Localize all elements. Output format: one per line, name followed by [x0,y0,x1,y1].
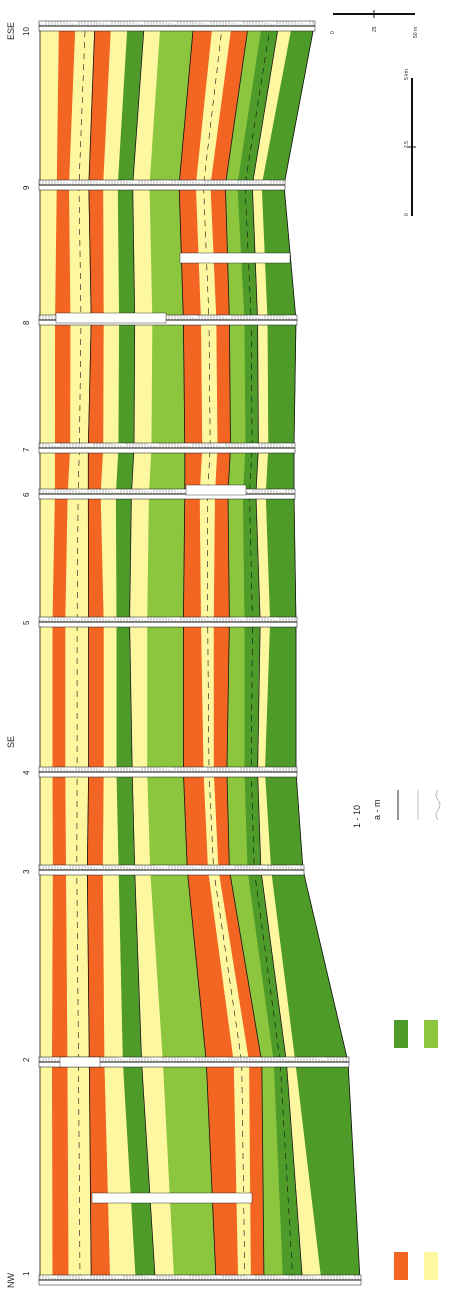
well-label: 8 [22,320,31,325]
partial-log [185,484,247,496]
well-label: 10 [22,27,31,36]
well-label: 3 [22,869,31,874]
correlation-line [251,25,303,1281]
legend-label-letters: a - m [372,799,382,820]
direction-label-se: SE [6,735,16,748]
partial-log [179,252,291,264]
correlation-line [86,25,96,1281]
legend-swatch [424,1020,438,1048]
partial-log [55,312,167,324]
legend-label-wells: 1 - 10 [352,804,362,828]
scale-tick: 50 m [413,26,419,38]
scale-tick: 0 [404,213,410,216]
legend-swatch [394,1252,408,1280]
well-label: 7 [22,447,31,452]
well-label: 2 [22,1057,31,1062]
correlation-line [224,25,265,1281]
legend-swatch [424,1252,438,1280]
scale-tick: 0 [330,31,336,34]
well-label: 1 [22,1271,31,1276]
section-base-line [283,25,361,1281]
partial-log [91,1192,253,1204]
well-logs [38,20,362,1286]
scale-tick: 25 [372,26,378,32]
direction-label-nw: NW [6,1273,16,1288]
strata-bands [39,25,361,1281]
partial-log [59,1056,101,1068]
legend [394,789,441,1280]
scale-bars [333,10,416,216]
scale-tick: 5 km [404,69,410,80]
correlation-line [178,25,217,1281]
dashed-line [76,25,86,1281]
legend-swatch [394,1020,408,1048]
well-label: 4 [22,770,31,775]
well-label: 6 [22,492,31,497]
correlation-line [129,25,156,1281]
legend-line-wavy [435,789,441,821]
scale-tick: 2.5 [404,141,410,148]
well-label: 5 [22,620,31,625]
well-label: 9 [22,185,31,190]
direction-label-ese: ESE [6,21,16,40]
